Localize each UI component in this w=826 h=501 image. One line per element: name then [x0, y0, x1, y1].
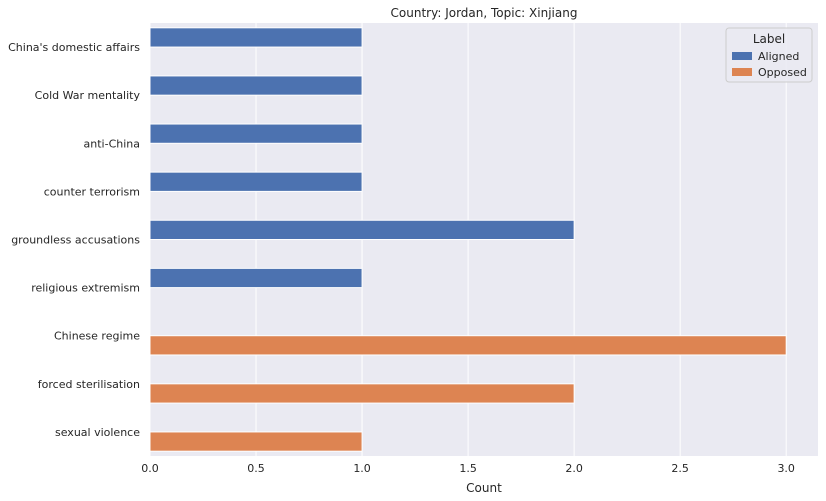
- x-tick-label: 2.0: [565, 462, 583, 475]
- bar-opposed: [149, 383, 575, 404]
- y-tick-label: China's domestic affairs: [8, 41, 140, 54]
- x-tick-label: 2.5: [671, 462, 689, 475]
- x-tick-labels: 0.0 0.5 1.0 1.5 2.0 2.5 3.0: [141, 462, 795, 475]
- legend-label-opposed: Opposed: [758, 66, 807, 79]
- y-tick-label: Cold War mentality: [35, 89, 141, 102]
- bar-aligned: [149, 75, 363, 96]
- y-tick-label: groundless accusations: [11, 234, 140, 247]
- chart-title: Country: Jordan, Topic: Xinjiang: [391, 6, 578, 20]
- bars: [149, 27, 787, 452]
- bar-opposed: [149, 431, 363, 452]
- legend: Label Aligned Opposed: [725, 27, 813, 83]
- x-tick-label: 3.0: [777, 462, 795, 475]
- y-tick-labels: China's domestic affairs Cold War mentali…: [8, 41, 140, 439]
- x-tick-label: 0.5: [247, 462, 265, 475]
- y-tick-label: counter terrorism: [44, 185, 140, 198]
- legend-title: Label: [753, 32, 785, 46]
- x-tick-label: 1.5: [459, 462, 477, 475]
- x-axis-label: Count: [466, 481, 502, 495]
- legend-label-aligned: Aligned: [758, 50, 799, 63]
- y-tick-label: religious extremism: [31, 282, 140, 295]
- legend-swatch-opposed: [732, 68, 752, 76]
- bar-opposed: [149, 335, 787, 356]
- y-tick-label: Chinese regime: [54, 330, 140, 343]
- x-tick-label: 0.0: [141, 462, 159, 475]
- bar-aligned: [149, 123, 363, 144]
- y-tick-label: sexual violence: [55, 426, 140, 439]
- bar-aligned: [149, 171, 363, 192]
- y-tick-label: forced sterilisation: [38, 378, 140, 391]
- bar-aligned: [149, 267, 363, 289]
- bar-aligned: [149, 27, 363, 48]
- legend-swatch-aligned: [732, 52, 752, 60]
- y-tick-label: anti-China: [84, 137, 140, 150]
- x-tick-label: 1.0: [353, 462, 371, 475]
- bar-aligned: [149, 219, 575, 240]
